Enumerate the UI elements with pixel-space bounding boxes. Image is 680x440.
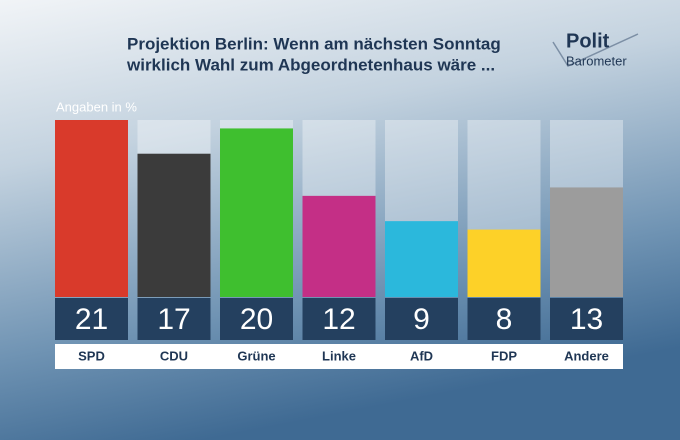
value-box xyxy=(137,298,211,340)
bar xyxy=(55,120,128,297)
value-box xyxy=(55,298,128,340)
bar xyxy=(385,221,458,297)
bar xyxy=(302,195,376,297)
value-label: 17 xyxy=(157,303,190,336)
value-box xyxy=(550,298,623,340)
chart-title: Projektion Berlin: Wenn am nächsten Sonn… xyxy=(127,34,501,53)
x-tick-label: Andere xyxy=(564,348,609,363)
value-box xyxy=(385,298,458,340)
x-tick-label: Grüne xyxy=(237,348,275,363)
value-label: 13 xyxy=(570,303,603,336)
logo-text: Polit xyxy=(566,30,610,52)
value-label: 9 xyxy=(413,303,430,336)
bar xyxy=(137,153,211,297)
value-box xyxy=(467,298,541,340)
logo-text: Barometer xyxy=(566,53,627,68)
value-label: 8 xyxy=(496,303,513,336)
logo-check xyxy=(552,33,639,67)
x-tick-label: AfD xyxy=(410,348,433,363)
bar xyxy=(467,229,541,297)
value-box xyxy=(302,298,376,340)
bar xyxy=(550,187,623,297)
x-tick-label: CDU xyxy=(160,348,188,363)
subtitle: Angaben in % xyxy=(56,99,137,114)
value-label: 21 xyxy=(75,303,108,336)
x-tick-label: FDP xyxy=(491,348,517,363)
logo: Polit Barometer xyxy=(552,30,639,68)
bar xyxy=(220,128,293,297)
value-label: 20 xyxy=(240,303,273,336)
chart-title: wirklich Wahl zum Abgeordnetenhaus wäre … xyxy=(126,55,495,74)
x-tick-label: SPD xyxy=(78,348,105,363)
value-box xyxy=(220,298,293,340)
value-label: 12 xyxy=(322,303,355,336)
x-tick-label: Linke xyxy=(322,348,356,363)
category-strip xyxy=(55,344,623,369)
